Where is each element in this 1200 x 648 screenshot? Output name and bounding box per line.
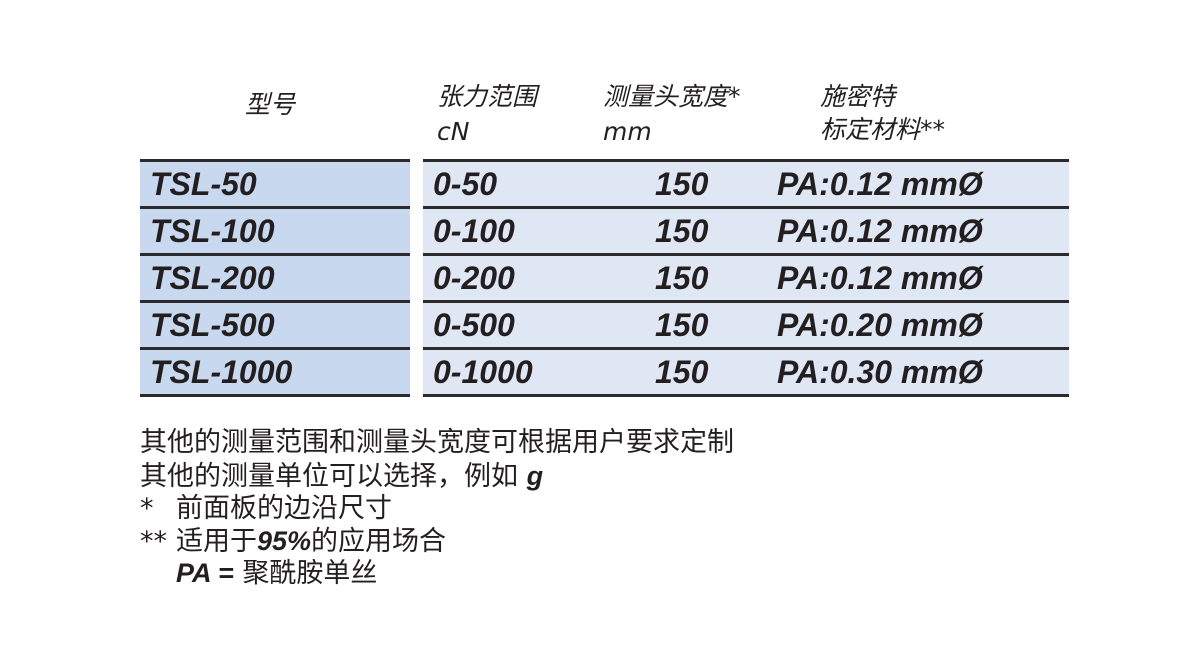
note-front-panel: * 前面板的边沿尺寸 — [140, 492, 392, 525]
note-pa-text: 聚酰胺单丝 — [242, 558, 378, 589]
cell-material: PA:0.12 mmØ — [777, 213, 983, 249]
row-divider — [140, 300, 410, 303]
row-divider — [423, 206, 1069, 209]
header-range-unit: cN — [437, 117, 470, 146]
row-divider — [423, 394, 1069, 397]
note-custom-range: 其他的测量范围和测量头宽度可根据用户要求定制 — [140, 427, 734, 458]
header-range: 张力范围 — [437, 82, 538, 111]
cell-width: 150 — [655, 260, 709, 296]
header-material-2: 标定材料** — [820, 115, 946, 144]
header-width-unit: mm — [603, 117, 652, 146]
note-pa-abbr: PA = — [176, 558, 234, 588]
cell-range: 0-50 — [433, 166, 498, 202]
cell-range: 0-100 — [433, 213, 515, 249]
note-mark: * — [140, 493, 154, 524]
cell-model: TSL-200 — [150, 260, 275, 296]
row-divider — [423, 347, 1069, 350]
data-columns-bg — [423, 160, 1069, 397]
row-divider — [140, 159, 410, 162]
note-text: 适用于 — [176, 526, 257, 557]
cell-material: PA:0.12 mmØ — [777, 260, 983, 296]
note-percent: 95% — [257, 526, 312, 556]
header-model: 型号 — [245, 90, 296, 119]
model-column-bg — [140, 160, 410, 397]
header-material: 施密特 — [820, 82, 896, 111]
note-text: 的应用场合 — [311, 526, 447, 557]
note-unit-g: g — [526, 461, 544, 491]
note-pa: PA = 聚酰胺单丝 — [176, 557, 377, 590]
cell-model: TSL-50 — [150, 166, 257, 202]
note-units: 其他的测量单位可以选择，例如 g — [140, 460, 543, 493]
row-divider — [140, 253, 410, 256]
header-width: 测量头宽度* — [603, 82, 741, 111]
cell-material: PA:0.30 mmØ — [777, 354, 983, 390]
row-divider — [423, 300, 1069, 303]
row-divider — [140, 394, 410, 397]
cell-model: TSL-1000 — [150, 354, 293, 390]
note-mark: ** — [140, 526, 167, 557]
cell-range: 0-200 — [433, 260, 515, 296]
cell-material: PA:0.12 mmØ — [777, 166, 983, 202]
cell-material: PA:0.20 mmØ — [777, 307, 983, 343]
cell-range: 0-500 — [433, 307, 515, 343]
note-applicability: ** 适用于95%的应用场合 — [140, 525, 446, 558]
cell-model: TSL-500 — [150, 307, 275, 343]
row-divider — [423, 253, 1069, 256]
cell-width: 150 — [655, 166, 709, 202]
note-units-text: 其他的测量单位可以选择，例如 — [140, 461, 527, 492]
cell-width: 150 — [655, 307, 709, 343]
cell-range: 0-1000 — [433, 354, 533, 390]
cell-model: TSL-100 — [150, 213, 275, 249]
row-divider — [140, 206, 410, 209]
row-divider — [423, 159, 1069, 162]
cell-width: 150 — [655, 354, 709, 390]
cell-width: 150 — [655, 213, 709, 249]
row-divider — [140, 347, 410, 350]
note-text: 前面板的边沿尺寸 — [176, 493, 392, 524]
